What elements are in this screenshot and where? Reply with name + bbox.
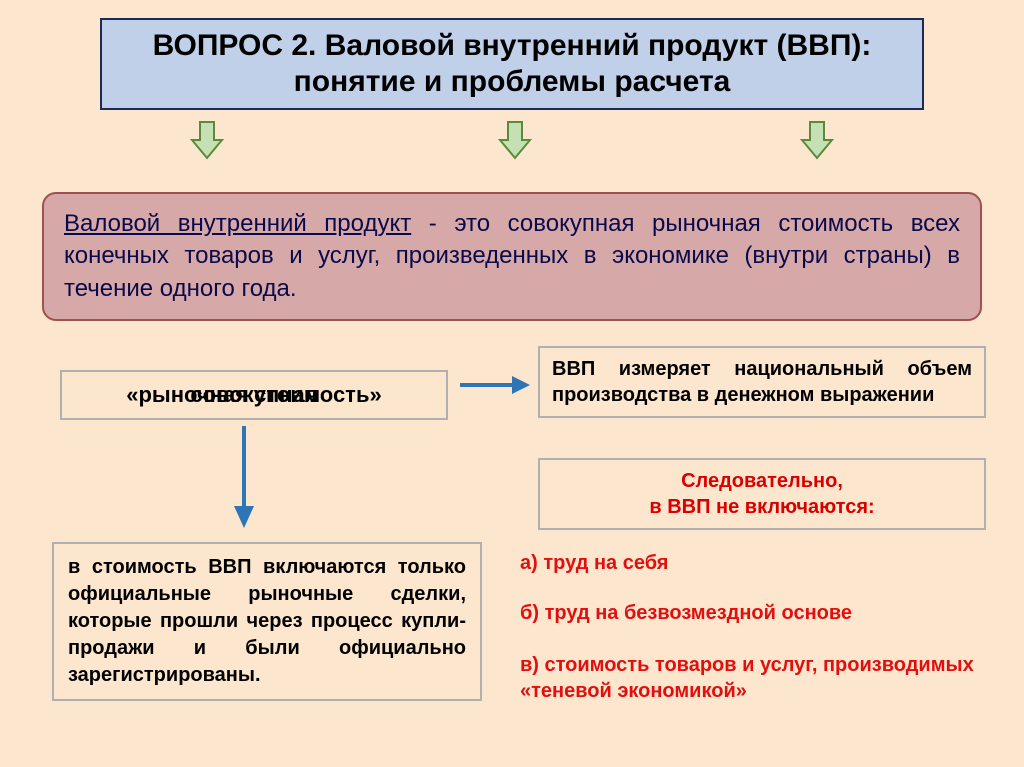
consequently-line2: в ВВП не включаются: [552,494,972,520]
blue-arrow-down-icon [232,424,256,530]
vvp-include-box: в стоимость ВВП включаются только официа… [52,542,482,701]
market-value-box: «рыночная стоимость» совокупная [60,370,448,420]
vvp-measure-box: ВВП измеряет национальный объем производ… [538,346,986,418]
consequently-line1: Следовательно, [552,468,972,494]
market-layer2: совокупная [62,382,446,408]
excluded-a-text: а) труд на себя [520,552,668,574]
blue-arrow-right-icon [458,374,530,396]
definition-lead: Валовой внутренний продукт [64,210,411,237]
vvp-include-text: в стоимость ВВП включаются только официа… [68,556,466,686]
excluded-b: б) труд на безвозмездной основе [520,600,980,626]
definition-box: Валовой внутренний продукт - это совокуп… [42,192,982,321]
green-arrow-1 [190,120,224,160]
excluded-a: а) труд на себя [520,550,980,576]
green-arrow-2 [498,120,532,160]
excluded-c-text: в) стоимость товаров и услуг, производим… [520,654,974,702]
vvp-measure-text: ВВП измеряет национальный объем производ… [552,358,972,406]
green-arrow-3 [800,120,834,160]
excluded-b-text: б) труд на безвозмездной основе [520,602,852,624]
title-box: ВОПРОС 2. Валовой внутренний продукт (ВВ… [100,18,924,110]
excluded-c: в) стоимость товаров и услуг, производим… [520,652,980,704]
title-text: ВОПРОС 2. Валовой внутренний продукт (ВВ… [153,29,872,98]
consequently-box: Следовательно, в ВВП не включаются: [538,458,986,530]
